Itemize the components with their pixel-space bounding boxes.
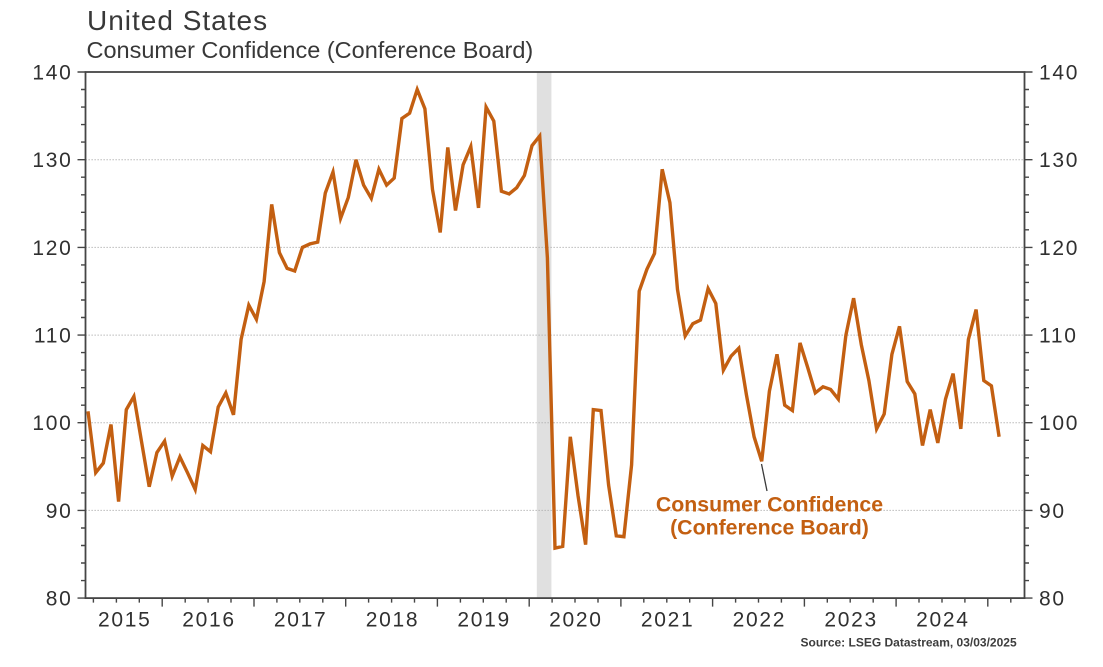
svg-text:2019: 2019	[457, 609, 511, 632]
svg-text:2023: 2023	[824, 609, 878, 632]
svg-text:140: 140	[32, 62, 72, 85]
svg-text:2017: 2017	[274, 609, 328, 632]
svg-text:110: 110	[1039, 325, 1078, 348]
svg-text:90: 90	[46, 500, 73, 523]
svg-text:120: 120	[1039, 237, 1079, 260]
svg-text:2016: 2016	[182, 609, 236, 632]
svg-text:110: 110	[34, 325, 73, 348]
svg-text:Consumer Confidence (Conferenc: Consumer Confidence (Conference Board)	[87, 37, 534, 63]
svg-text:130: 130	[32, 149, 72, 172]
svg-text:2020: 2020	[549, 609, 603, 632]
svg-text:2015: 2015	[98, 609, 152, 632]
svg-text:100: 100	[32, 412, 72, 435]
svg-text:90: 90	[1039, 500, 1066, 523]
svg-text:(Conference Board): (Conference Board)	[670, 516, 869, 540]
svg-text:2022: 2022	[733, 609, 787, 632]
svg-text:130: 130	[1039, 149, 1079, 172]
svg-text:2021: 2021	[641, 609, 695, 632]
svg-text:2018: 2018	[366, 609, 420, 632]
svg-text:140: 140	[1039, 62, 1079, 85]
svg-text:80: 80	[46, 588, 73, 611]
svg-text:80: 80	[1039, 588, 1066, 611]
svg-text:Consumer Confidence: Consumer Confidence	[656, 493, 883, 517]
svg-text:120: 120	[32, 237, 72, 260]
svg-text:2024: 2024	[916, 609, 970, 632]
svg-text:Source: LSEG Datastream, 03/03: Source: LSEG Datastream, 03/03/2025	[801, 636, 1017, 650]
svg-text:100: 100	[1039, 412, 1079, 435]
svg-text:United States: United States	[87, 5, 268, 36]
